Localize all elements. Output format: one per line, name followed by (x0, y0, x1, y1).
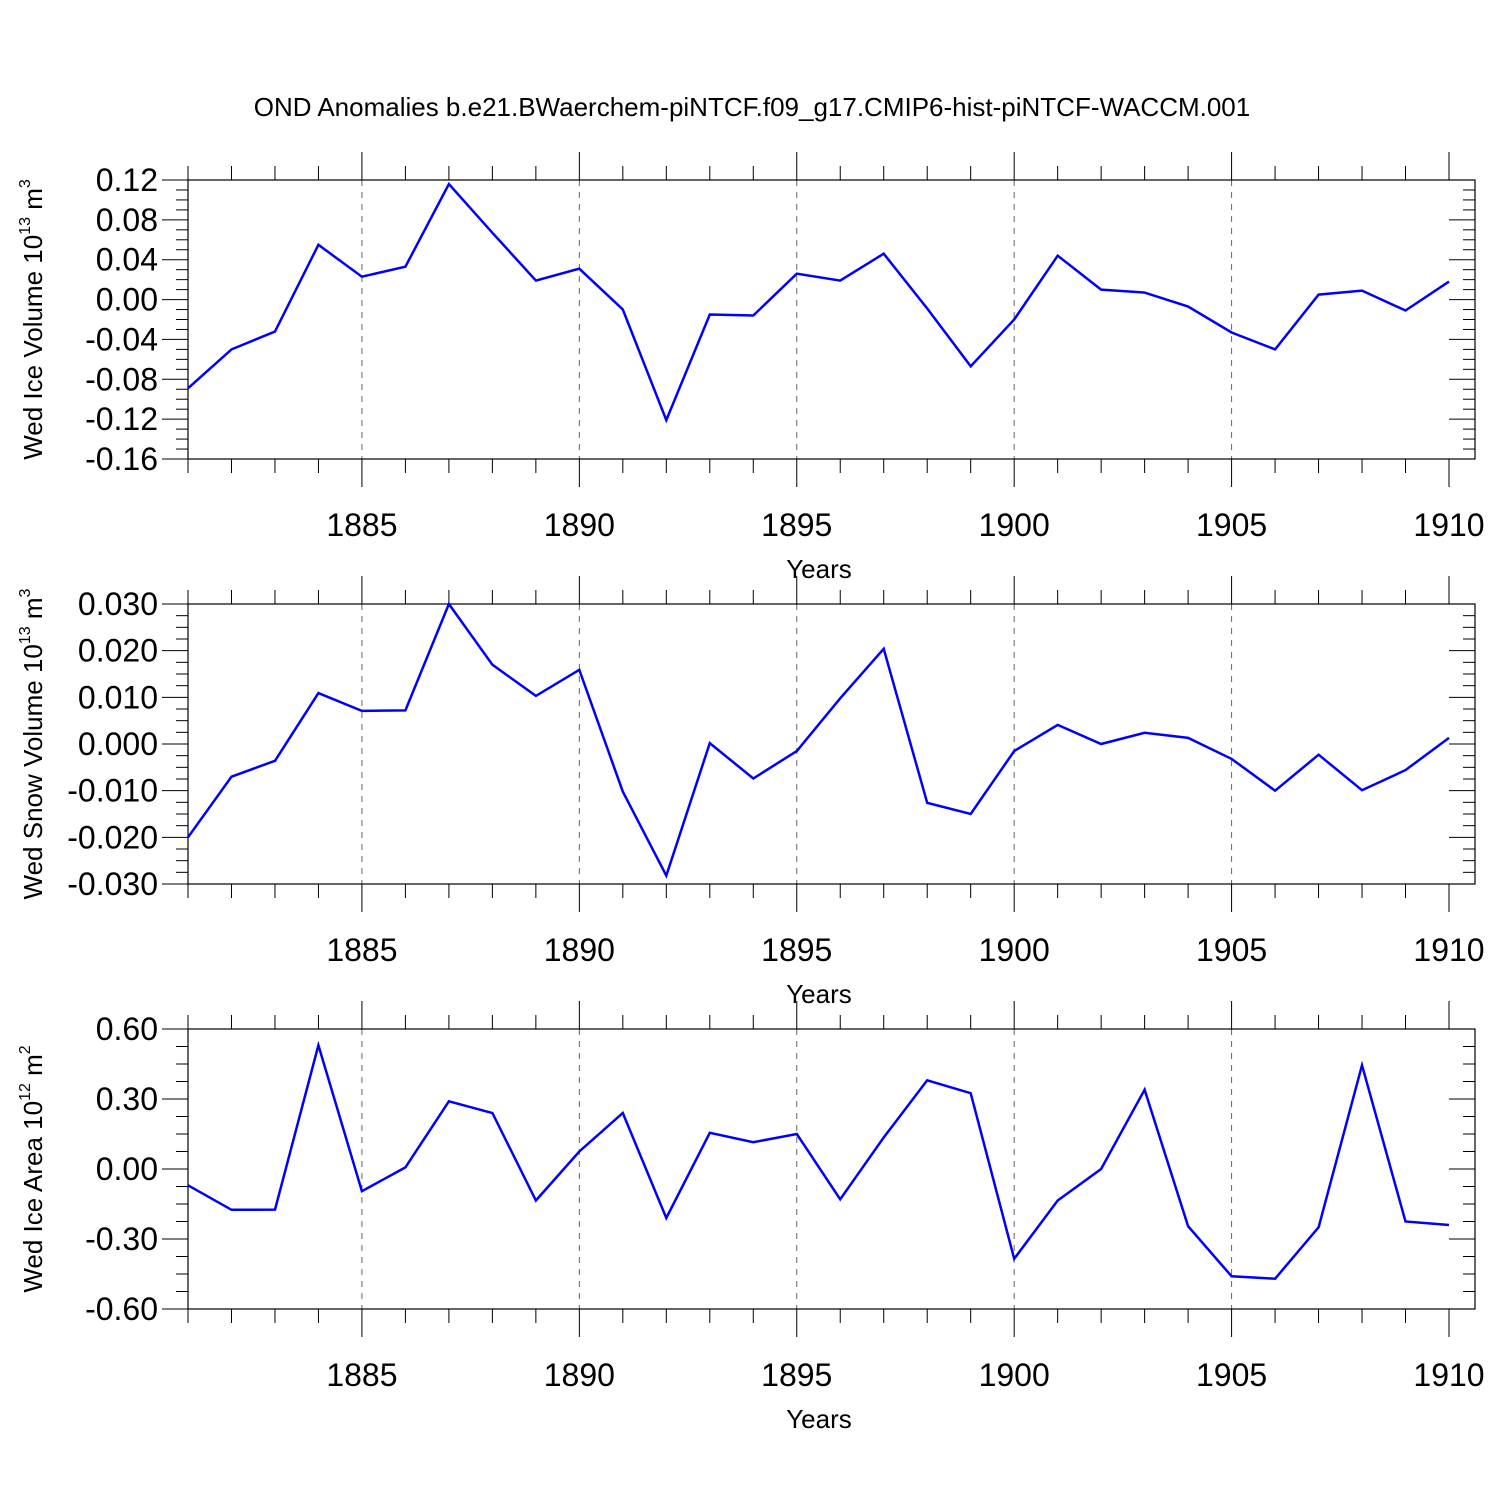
y-tick-label: 0.00 (96, 282, 158, 318)
x-tick-label: 1900 (979, 1357, 1050, 1393)
y-tick-label: 0.30 (96, 1081, 158, 1117)
x-tick-label: 1905 (1196, 507, 1267, 543)
x-tick-label: 1905 (1196, 1357, 1267, 1393)
y-tick-label: 0.60 (96, 1011, 158, 1047)
y-axis-label: Wed Ice Area 1012 m2 (17, 1045, 48, 1292)
y-tick-label: -0.30 (85, 1221, 158, 1257)
data-line (187, 1040, 1450, 1280)
x-axis-label: Years (786, 1404, 852, 1434)
y-tick-label: -0.08 (85, 361, 158, 397)
y-tick-label: -0.010 (67, 773, 158, 809)
x-tick-label: 1885 (326, 507, 397, 543)
y-axis-label: Wed Snow Volume 1013 m3 (17, 588, 48, 899)
y-tick-label: -0.16 (85, 441, 158, 477)
plot-frame (187, 603, 1476, 885)
x-tick-label: 1890 (544, 932, 615, 968)
plot-frame (187, 179, 1476, 460)
y-tick-label: -0.04 (85, 321, 158, 357)
x-tick-label: 1900 (979, 507, 1050, 543)
x-tick-label: 1905 (1196, 932, 1267, 968)
x-tick-label: 1910 (1413, 932, 1484, 968)
x-tick-label: 1895 (761, 932, 832, 968)
panel-ice-area: 0.60 0.30 0.00 -0.30 -0.60 1885 1890 1895 1900 19… (17, 1001, 1485, 1434)
y-tick-label: 0.08 (96, 202, 158, 238)
x-tick-label: 1890 (544, 507, 615, 543)
x-axis-label: Years (786, 979, 852, 1009)
y-tick-label: 0.000 (78, 726, 158, 762)
x-tick-label: 1895 (761, 1357, 832, 1393)
x-tick-label: 1910 (1413, 507, 1484, 543)
data-line (187, 181, 1450, 424)
y-tick-label: 0.12 (96, 162, 158, 198)
x-tick-label: 1890 (544, 1357, 615, 1393)
x-tick-label: 1885 (326, 932, 397, 968)
x-tick-label: 1910 (1413, 1357, 1484, 1393)
y-tick-label: -0.60 (85, 1291, 158, 1327)
y-tick-label: 0.020 (78, 633, 158, 669)
x-tick-label: 1885 (326, 1357, 397, 1393)
x-tick-label: 1900 (979, 932, 1050, 968)
y-tick-label: -0.030 (67, 866, 158, 902)
y-tick-label: -0.12 (85, 401, 158, 437)
y-tick-label: 0.00 (96, 1151, 158, 1187)
plot-frame (187, 1028, 1476, 1310)
y-tick-label: 0.010 (78, 679, 158, 715)
x-tick-label: 1895 (761, 507, 832, 543)
panel-snow-volume: 0.030 0.020 0.010 0.000 -0.010 -0.020 -0.030 18… (17, 576, 1485, 1009)
data-line (186, 601, 1450, 879)
y-tick-label: 0.04 (96, 242, 158, 278)
y-tick-label: -0.020 (67, 819, 158, 855)
y-tick-label: 0.030 (78, 586, 158, 622)
figure-title: OND Anomalies b.e21.BWaerchem-piNTCF.f09… (254, 92, 1250, 122)
y-axis-label: Wed Ice Volume 1013 m3 (17, 179, 48, 460)
panel-ice-volume: 0.12 0.08 0.04 0.00-0.04 -0.08 -0.12 -0.16 1885… (17, 152, 1485, 584)
x-axis-label: Years (786, 554, 852, 584)
